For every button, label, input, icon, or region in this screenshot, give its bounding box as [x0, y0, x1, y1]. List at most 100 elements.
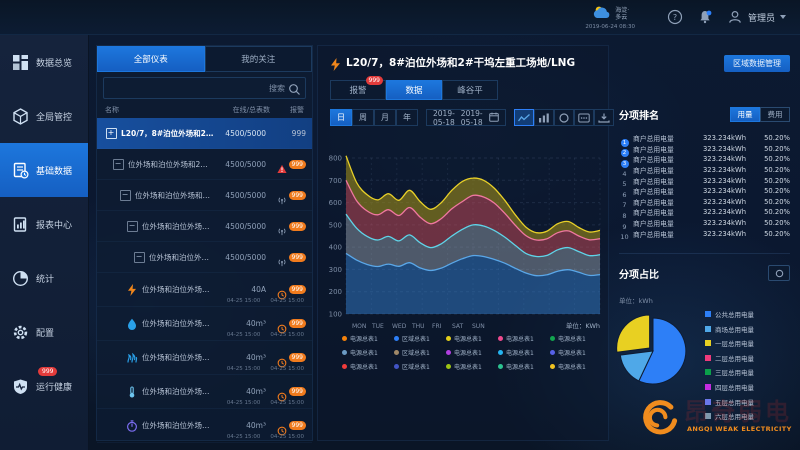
line-chart-button[interactable]	[513, 109, 534, 126]
ranking-row-1[interactable]: 1 商户总用电量 323.234kWh 50.20%	[619, 133, 790, 147]
sidebar-item-4[interactable]: 统计	[0, 251, 88, 305]
pie-legend-item-5[interactable]: 四层总用电量	[705, 382, 754, 392]
meter-name: 位外场和泊位外场和2#干坞左一号所重工…	[135, 190, 214, 200]
sidebar-item-label: 全局管控	[36, 112, 73, 123]
sidebar-item-1[interactable]: 全局管控	[0, 89, 88, 143]
period-button-0[interactable]: 日	[330, 109, 352, 126]
meter-row-1[interactable]: −位外场和泊位外场和2#干坞左一号所重工场… 4500/5000 999	[97, 149, 312, 180]
sidebar-item-3[interactable]: 报表中心	[0, 197, 88, 251]
ranking-row-9[interactable]: 9 商户总用电量 323.234kWh 50.20%	[619, 218, 790, 231]
meter-row-3[interactable]: −位外场和泊位外场和2#干坞左一号所自… 4500/5000 999	[97, 211, 312, 242]
collapse-icon[interactable]: −	[133, 251, 145, 263]
period-button-1[interactable]: 周	[352, 109, 374, 126]
main-tab-2[interactable]: 峰谷平	[442, 80, 498, 100]
legend-item-7[interactable]: 电源总表1	[446, 348, 498, 357]
ranking-row-3[interactable]: 3 商户总用电量 323.234kWh 50.20%	[619, 154, 790, 168]
collapse-icon[interactable]: −	[112, 158, 124, 170]
ranking-row-2[interactable]: 2 商户总用电量 323.234kWh 50.20%	[619, 144, 790, 158]
date-range-picker[interactable]: 2019-05-18 2019-05-18	[426, 109, 506, 127]
meter-row-2[interactable]: −位外场和泊位外场和2#干坞左一号所重工… 4500/5000 999	[97, 180, 312, 211]
chart-toolbar: 日周月年 2019-05-18 2019-05-18	[318, 100, 614, 127]
card-chart-button[interactable]	[573, 109, 594, 126]
search-icon[interactable]	[288, 81, 301, 95]
pie-slice[interactable]	[638, 317, 687, 385]
pie-legend-item-6[interactable]: 五层总用电量	[705, 397, 754, 407]
legend-label: 电源总表1	[506, 336, 534, 343]
user-menu[interactable]: 管理员	[727, 9, 786, 25]
sidebar-item-5[interactable]: 配置	[0, 305, 88, 359]
legend-item-10[interactable]: 电源总表1	[342, 362, 394, 371]
meter-row-9[interactable]: 位外场和泊位外场和2#干坞左一号所… 40m³ 999 04-25 15:0004-2…	[97, 409, 312, 443]
pie-options-button[interactable]	[768, 265, 790, 281]
legend-item-11[interactable]: 区域总表1	[394, 362, 446, 371]
pie-slice[interactable]	[616, 314, 651, 353]
notifications-bell-icon[interactable]	[697, 9, 713, 25]
ranking-row-8[interactable]: 8 商户总用电量 323.234kWh 50.20%	[619, 207, 790, 220]
legend-item-2[interactable]: 电源总表1	[446, 334, 498, 343]
legend-item-14[interactable]: 电源总表1	[550, 362, 602, 371]
period-button-2[interactable]: 月	[374, 109, 396, 126]
svg-text:TUE: TUE	[371, 323, 384, 330]
pie-legend-item-3[interactable]: 二层总用电量	[705, 353, 754, 363]
ranking-rows: 1 商户总用电量 323.234kWh 50.20% 2 商户总用电量 323.234kWh…	[619, 133, 790, 242]
meter-tab-0[interactable]: 全部仪表	[97, 46, 205, 72]
legend-dot	[550, 364, 555, 369]
legend-item-3[interactable]: 电源总表1	[498, 334, 550, 343]
circle-chart-button[interactable]	[553, 109, 574, 126]
svg-text:200: 200	[329, 288, 342, 296]
collapse-icon[interactable]: −	[119, 189, 131, 201]
region-data-manage-button[interactable]: 区域数据管理	[724, 55, 790, 72]
legend-item-5[interactable]: 电源总表1	[342, 348, 394, 357]
period-button-3[interactable]: 年	[396, 109, 418, 126]
main-tab-0[interactable]: 报警 999	[330, 76, 386, 100]
ranking-toggle-1[interactable]: 费用	[760, 107, 790, 122]
download-chart-button[interactable]	[593, 109, 614, 126]
meter-row-6[interactable]: 位外场和泊位外场和2#干坞左一号所… 40m³ 999 04-25 15:0004-2…	[97, 307, 312, 341]
legend-item-13[interactable]: 电源总表1	[498, 362, 550, 371]
legend-item-4[interactable]: 电源总表1	[550, 334, 602, 343]
meter-tab-1[interactable]: 我的关注	[204, 46, 312, 72]
help-icon[interactable]: ?	[667, 9, 683, 25]
sidebar-item-0[interactable]: 数据总览	[0, 35, 88, 89]
meter-name: 位外场和泊位外场和2#干坞左一号所自…	[142, 221, 214, 231]
meter-row-7[interactable]: 位外场和泊位外场和2#干坞左一号所… 40m³ 999 04-25 15:0004-2…	[97, 341, 312, 375]
sidebar-item-6[interactable]: 运行健康 999	[0, 359, 88, 413]
pie-legend-item-2[interactable]: 一层总用电量	[705, 338, 754, 348]
meter-row-0[interactable]: + L20/7，8#泊位外场和2#干坞左重工场地/LNG 4500/5000 999	[97, 118, 312, 149]
collapse-icon[interactable]: −	[126, 220, 138, 232]
ranking-toggle: 用量 费用	[730, 107, 790, 122]
sidebar-item-label: 运行健康	[36, 382, 73, 393]
ranking-row-4[interactable]: 4 商户总用电量 323.234kWh 50.20%	[619, 165, 790, 178]
legend-item-8[interactable]: 电源总表1	[498, 348, 550, 357]
ranking-row-6[interactable]: 6 商户总用电量 323.234kWh 50.20%	[619, 186, 790, 199]
pie-legend-item-7[interactable]: 六层总用电量	[705, 411, 754, 421]
sidebar-item-2[interactable]: 基础数据	[0, 143, 88, 197]
pie-legend-item-4[interactable]: 三层总用电量	[705, 367, 754, 377]
legend-item-9[interactable]: 电源总表1	[550, 348, 602, 357]
legend-item-12[interactable]: 电源总表1	[446, 362, 498, 371]
gas-icon	[126, 352, 138, 364]
pie-legend-item-1[interactable]: 商场总用电量	[705, 324, 754, 334]
legend-item-1[interactable]: 区域总表1	[394, 334, 446, 343]
ranking-row-5[interactable]: 5 商户总用电量 323.234kWh 50.20%	[619, 175, 790, 189]
meter-row-5[interactable]: 位外场和泊位外场和2#干坞左一号所… 40A 999 04-25 15:0004-25…	[97, 273, 312, 307]
search-input[interactable]	[104, 78, 305, 98]
sidebar-badge: 999	[38, 367, 58, 376]
meter-row-8[interactable]: 位外场和泊位外场和2#干坞左一号所… 40m³ 999 04-25 15:0004-2…	[97, 375, 312, 409]
pie-slice[interactable]	[619, 350, 654, 382]
legend-label: 电源总表1	[558, 350, 586, 357]
legend-label: 电源总表1	[350, 350, 378, 357]
legend-item-6[interactable]: 区域总表1	[394, 348, 446, 357]
expand-icon[interactable]: +	[105, 127, 117, 139]
ranking-row-7[interactable]: 7 商户总用电量 323.234kWh 50.20%	[619, 197, 790, 210]
main-tab-1[interactable]: 数据	[386, 80, 442, 100]
ranking-toggle-0[interactable]: 用量	[730, 107, 760, 122]
pie-legend-item-0[interactable]: 公共总用电量	[705, 309, 754, 319]
legend-dot	[342, 364, 347, 369]
rank-value: 323.234kWh	[702, 229, 747, 238]
legend-item-0[interactable]: 电源总表1	[342, 334, 394, 343]
ranking-row-10[interactable]: 10 商户总用电量 323.234kWh 50.20%	[619, 228, 790, 242]
meter-row-4[interactable]: −位外场和泊位外场和2#干坞左一号所… 4500/5000 999	[97, 242, 312, 273]
alarm-badge: 999	[288, 319, 306, 328]
bar-chart-button[interactable]	[533, 109, 554, 126]
